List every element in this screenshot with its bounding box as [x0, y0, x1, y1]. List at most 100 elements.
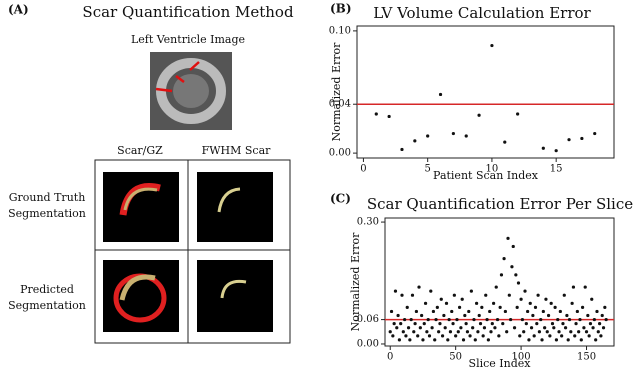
- point: [469, 289, 473, 293]
- point: [374, 112, 378, 116]
- point: [596, 330, 600, 334]
- point: [393, 289, 398, 293]
- point: [505, 330, 509, 334]
- point: [552, 326, 556, 330]
- point: [457, 305, 462, 309]
- x-tick-label: 50: [449, 352, 462, 363]
- y-axis-label: Normalized Error: [349, 232, 362, 332]
- point: [403, 317, 407, 322]
- point: [592, 317, 596, 322]
- point: [417, 285, 421, 289]
- point: [482, 326, 487, 330]
- point: [550, 322, 555, 326]
- point: [509, 317, 513, 322]
- point: [528, 301, 532, 305]
- point: [472, 317, 476, 322]
- point: [490, 322, 494, 326]
- panel-title: Scar Quantification Method: [82, 3, 294, 21]
- plot-area: [356, 25, 615, 159]
- point: [490, 43, 494, 48]
- point: [527, 338, 531, 342]
- point: [396, 313, 400, 318]
- panel-label: (B): [330, 2, 352, 16]
- point: [416, 334, 420, 338]
- point: [452, 293, 456, 297]
- point: [494, 285, 498, 289]
- x-tick-label: 150: [577, 352, 596, 363]
- point: [387, 114, 391, 119]
- point: [442, 313, 446, 318]
- point: [421, 338, 425, 342]
- point: [548, 334, 552, 338]
- point: [501, 322, 505, 326]
- point: [570, 301, 574, 305]
- seg-image: [197, 172, 273, 242]
- point: [451, 131, 455, 136]
- point: [440, 334, 445, 338]
- point: [518, 334, 522, 338]
- point: [507, 293, 511, 297]
- point: [553, 305, 557, 309]
- scar-overlay: [119, 274, 156, 301]
- point: [580, 305, 585, 309]
- point: [561, 322, 565, 326]
- point: [468, 334, 472, 338]
- point: [460, 297, 464, 301]
- point: [437, 330, 441, 334]
- point: [426, 134, 430, 138]
- point: [516, 281, 521, 285]
- point: [549, 301, 553, 305]
- point: [535, 322, 539, 326]
- point: [463, 313, 467, 318]
- point: [512, 326, 517, 330]
- point: [443, 326, 447, 330]
- y-tick-label: 0.30: [357, 217, 379, 228]
- y-tick-label: 0.00: [329, 148, 351, 159]
- point: [554, 149, 558, 153]
- point: [430, 326, 434, 330]
- seg-image: [197, 260, 273, 332]
- point: [575, 309, 579, 314]
- point: [556, 317, 560, 322]
- point: [578, 317, 582, 322]
- point: [567, 138, 571, 142]
- point: [423, 301, 428, 305]
- point: [480, 305, 484, 309]
- column-label: FWHM Scar: [202, 144, 272, 157]
- point: [433, 338, 437, 342]
- x-tick-label: 100: [512, 352, 531, 363]
- image-label: Left Ventricle Image: [131, 33, 245, 46]
- point: [408, 338, 412, 342]
- point: [484, 293, 488, 297]
- point: [601, 326, 606, 330]
- point: [520, 317, 525, 322]
- y-axis-label: Normalized Error: [330, 42, 343, 142]
- y-tick-label: 0.04: [329, 99, 351, 110]
- point: [471, 326, 475, 330]
- point: [573, 334, 577, 338]
- point: [526, 309, 530, 314]
- point: [413, 139, 417, 143]
- x-tick-label: 0: [387, 352, 393, 363]
- point: [563, 326, 568, 330]
- point: [539, 317, 543, 322]
- row-label: Ground Truth: [9, 191, 86, 204]
- point: [399, 322, 403, 326]
- point: [600, 313, 604, 318]
- point: [401, 330, 405, 334]
- x-tick-label: 15: [550, 164, 563, 175]
- scar-overlay: [217, 187, 241, 213]
- scar-overlay: [123, 187, 158, 211]
- point: [594, 338, 598, 342]
- point: [536, 293, 540, 297]
- point: [414, 309, 419, 314]
- point: [476, 330, 480, 334]
- point: [454, 334, 458, 338]
- point: [391, 334, 395, 338]
- column-label: Scar/GZ: [117, 144, 163, 157]
- point: [444, 301, 449, 305]
- point: [400, 147, 404, 152]
- point: [439, 297, 443, 301]
- point: [595, 309, 599, 314]
